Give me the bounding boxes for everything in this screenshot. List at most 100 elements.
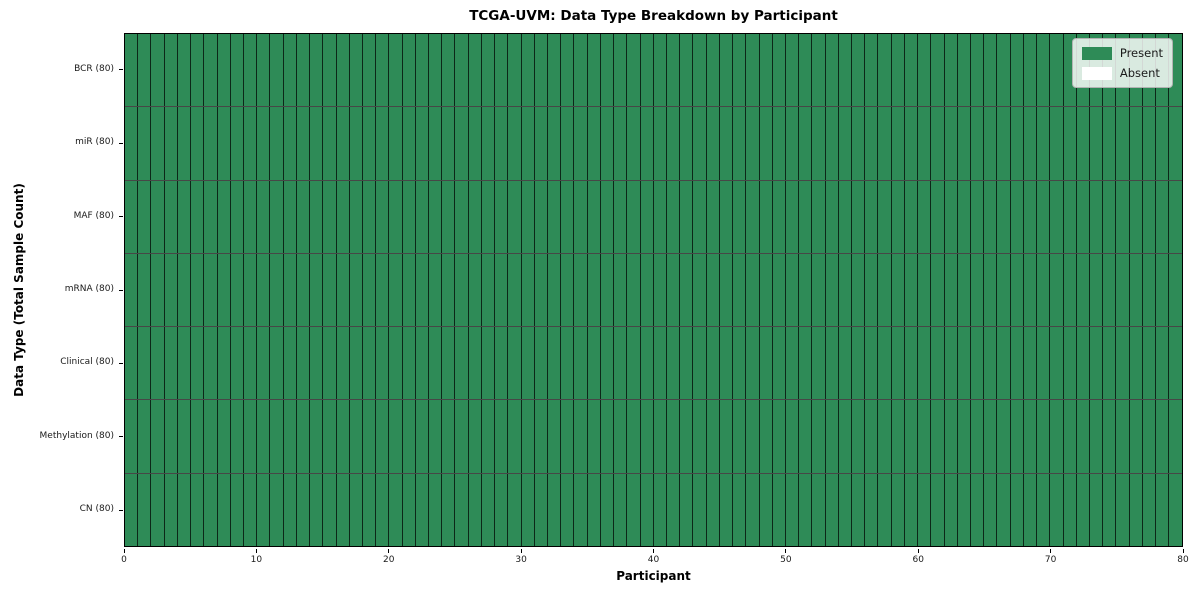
participant-cell <box>772 327 786 400</box>
participant-cell <box>1023 180 1038 253</box>
participant-cell <box>230 327 244 400</box>
participant-cell <box>1037 473 1051 546</box>
participant-cell <box>666 107 681 180</box>
participant-cell <box>785 34 800 107</box>
participant-cell <box>1116 180 1130 253</box>
participant-cell <box>257 327 271 400</box>
participant-cell <box>243 400 258 473</box>
y-tick-label: MAF (80) <box>73 210 114 221</box>
participant-cell <box>1023 107 1038 180</box>
participant-cell <box>931 34 945 107</box>
participant-cell <box>614 400 628 473</box>
participant-cell <box>746 34 760 107</box>
participant-cell <box>270 473 284 546</box>
participant-cell <box>1089 473 1104 546</box>
participant-cell <box>997 473 1011 546</box>
participant-cell <box>904 180 919 253</box>
participant-cell <box>785 253 800 327</box>
participant-cell <box>323 180 337 253</box>
participant-cell <box>125 180 139 253</box>
participant-cell <box>230 34 244 107</box>
participant-cell <box>746 400 760 473</box>
participant-cell <box>296 400 311 473</box>
participant-cell <box>944 473 958 546</box>
participant-cell <box>904 473 919 546</box>
participant-cell <box>904 253 919 327</box>
participant-cell <box>1050 253 1064 327</box>
x-tick-label: 30 <box>515 555 527 565</box>
participant-cell <box>204 180 218 253</box>
participant-cell <box>455 253 469 327</box>
x-tick-label: 0 <box>121 555 127 565</box>
participant-cell <box>429 107 443 180</box>
x-tick-label: 80 <box>1177 555 1189 565</box>
participant-cell <box>548 180 562 253</box>
participant-cell <box>455 180 469 253</box>
participant-cell <box>495 253 509 327</box>
participant-cell <box>878 473 892 546</box>
participant-cell <box>799 400 813 473</box>
participant-cell <box>574 107 588 180</box>
participant-cell <box>627 107 641 180</box>
data-type-row <box>125 34 1182 108</box>
x-tick-mark <box>1050 548 1052 553</box>
participant-cell <box>931 473 945 546</box>
y-tick-mark <box>118 289 123 291</box>
participant-cell <box>1037 400 1051 473</box>
participant-cell <box>548 473 562 546</box>
participant-cell <box>719 34 734 107</box>
participant-cell <box>746 107 760 180</box>
participant-cell <box>865 253 879 327</box>
participant-cell <box>1023 34 1038 107</box>
participant-cell <box>891 327 905 400</box>
participant-cell <box>1156 327 1170 400</box>
participant-cell <box>759 400 773 473</box>
participant-cell <box>1050 473 1064 546</box>
participant-cell <box>283 34 297 107</box>
participant-cell <box>429 400 443 473</box>
participant-cell <box>1063 473 1077 546</box>
participant-cell <box>931 107 945 180</box>
participant-cell <box>680 34 694 107</box>
participant-cell <box>746 253 760 327</box>
participant-cell <box>561 473 575 546</box>
participant-cell <box>323 327 337 400</box>
participant-cell <box>627 400 641 473</box>
participant-cell <box>283 107 297 180</box>
x-tick-mark <box>1182 548 1184 553</box>
participant-cell <box>587 327 601 400</box>
participant-cell <box>733 253 747 327</box>
participant-cell <box>442 34 456 107</box>
participant-cell <box>164 34 178 107</box>
participant-cell <box>389 180 403 253</box>
y-tick-mark <box>118 69 123 71</box>
participant-cell <box>191 107 205 180</box>
participant-cell <box>296 327 311 400</box>
participant-cell <box>191 327 205 400</box>
participant-cell <box>1103 253 1117 327</box>
participant-cell <box>693 253 707 327</box>
participant-cell <box>825 400 839 473</box>
participant-cell <box>852 327 866 400</box>
participant-cell <box>878 107 892 180</box>
participant-cell <box>521 400 535 473</box>
participant-cell <box>918 473 932 546</box>
participant-cell <box>389 34 403 107</box>
participant-cell <box>548 253 562 327</box>
participant-cell <box>693 34 707 107</box>
participant-cell <box>138 400 152 473</box>
present-swatch-icon <box>1081 46 1112 60</box>
participant-cell <box>785 107 800 180</box>
participant-cell <box>151 107 165 180</box>
participant-cell <box>257 253 271 327</box>
y-tick-label: Methylation (80) <box>39 430 114 441</box>
participant-cell <box>1050 327 1064 400</box>
participant-cell <box>204 107 218 180</box>
participant-cell <box>204 473 218 546</box>
participant-cell <box>323 473 337 546</box>
participant-cell <box>1010 327 1024 400</box>
participant-cell <box>217 473 231 546</box>
participant-cell <box>125 253 139 327</box>
participant-cell <box>534 107 548 180</box>
